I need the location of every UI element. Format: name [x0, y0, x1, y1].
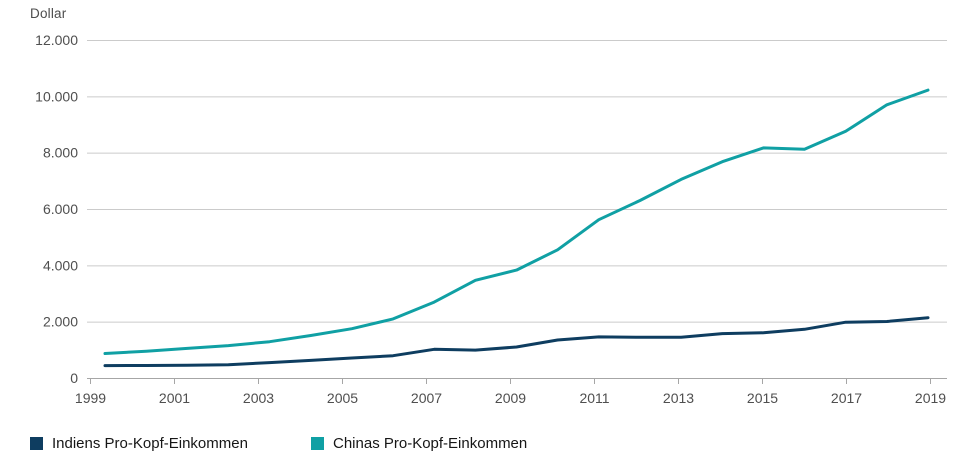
- x-tick-label: 2009: [495, 390, 526, 406]
- x-tick-label: 2013: [663, 390, 694, 406]
- y-tick-label: 6.000: [43, 201, 78, 217]
- india-legend-label: Indiens Pro-Kopf-Einkommen: [52, 435, 248, 452]
- y-tick-label: 12.000: [35, 32, 78, 48]
- y-tick-label: 10.000: [35, 88, 78, 104]
- line-chart-plot: 12.000 10.000 8.000 6.000 4.000 2.000 0 1999 200…: [35, 32, 947, 406]
- y-tick-label: 8.000: [43, 145, 78, 161]
- legend-item-china: Chinas Pro-Kopf-Einkommen: [311, 435, 527, 452]
- x-tick-label: 2007: [411, 390, 442, 406]
- x-tick-label: 2017: [831, 390, 862, 406]
- x-tick-label: 2011: [579, 390, 609, 406]
- china-legend-label: Chinas Pro-Kopf-Einkommen: [333, 435, 528, 452]
- x-tick-label: 2005: [327, 390, 358, 406]
- china-series-line: [103, 88, 930, 355]
- x-tick-label: 1999: [75, 390, 106, 406]
- india-series-line: [103, 316, 930, 368]
- y-tick-label: 2.000: [43, 314, 78, 330]
- legend: Indiens Pro-Kopf-Einkommen Chinas Pro-Ko…: [0, 435, 960, 455]
- y-axis-unit-label: Dollar: [30, 6, 67, 21]
- x-tick-label: 2001: [159, 390, 190, 406]
- x-tick-label: 2003: [243, 390, 274, 406]
- x-tick-label: 2019: [915, 390, 946, 406]
- y-tick-label: 4.000: [43, 257, 78, 273]
- legend-item-india: Indiens Pro-Kopf-Einkommen: [30, 435, 248, 452]
- india-legend-swatch-icon: [30, 437, 43, 450]
- x-tick-label: 2015: [747, 390, 778, 406]
- y-tick-label: 0: [70, 370, 78, 386]
- china-legend-swatch-icon: [311, 437, 324, 450]
